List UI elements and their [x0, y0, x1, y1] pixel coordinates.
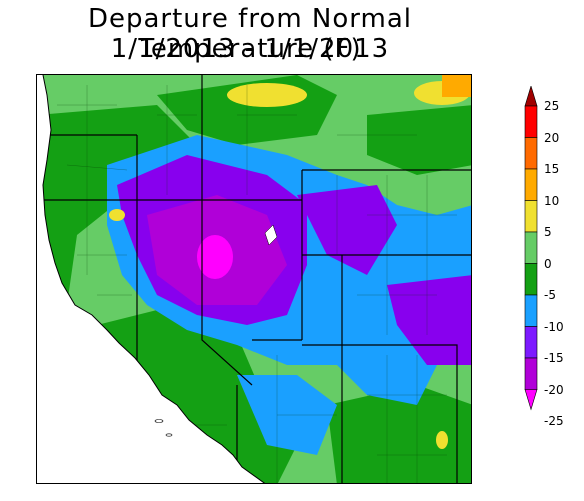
region-purple-colorado: [387, 275, 471, 365]
legend-tick-label: -20: [544, 382, 564, 397]
legend-color-band: [524, 168, 538, 201]
legend-tick-label: -25: [544, 414, 564, 428]
legend-color-band: [524, 357, 538, 390]
temperature-departure-map: [36, 74, 472, 484]
region-magenta-core: [197, 235, 233, 279]
region-yellow-west: [109, 209, 125, 221]
color-legend: 25 20 15 10 5 0 -5 -10 -15 -20 -25: [520, 86, 580, 442]
legend-color-band: [524, 231, 538, 264]
county-borders: [57, 85, 457, 483]
channel-islands: [165, 433, 173, 437]
region-green-southwest: [97, 305, 297, 483]
legend-tick-label: 20: [544, 130, 560, 145]
legend-color-band: [524, 200, 538, 233]
legend-tick-label: 25: [544, 99, 560, 113]
legend-tick-label: -15: [544, 351, 564, 365]
region-yellow-socal: [134, 375, 150, 385]
legend-color-band: [524, 263, 538, 296]
legend-tick-label: -10: [544, 319, 564, 334]
region-orange-northeast: [442, 75, 471, 97]
legend-color-band: [524, 326, 538, 359]
legend-tick-label: 5: [544, 225, 552, 239]
legend-tick-label: 10: [544, 193, 560, 208]
region-yellow-north: [227, 83, 307, 107]
legend-arrow-top: [524, 86, 538, 107]
legend-arrow-bottom: [524, 389, 538, 411]
legend-tick-label: 15: [544, 162, 560, 176]
region-yellow-southeast: [436, 431, 448, 449]
legend-color-band: [524, 294, 538, 327]
region-green-south: [327, 385, 471, 483]
legend-tick-label: 0: [544, 256, 552, 271]
legend-color-band: [524, 105, 538, 138]
map-title: Departure from Normal Temperature (F): [87, 4, 413, 64]
great-salt-lake: [264, 224, 278, 246]
state-borders: [37, 75, 471, 483]
region-green-northeast: [367, 105, 471, 175]
legend-tick-label: -5: [544, 288, 556, 302]
legend-color-band: [524, 137, 538, 170]
legend-color-bar: [524, 86, 538, 411]
coastline: [42, 75, 266, 483]
region-purple-wyoming: [297, 185, 397, 275]
date-range-subtitle: 1/1/2013 - 1/1/2013: [110, 34, 390, 64]
channel-islands: [154, 419, 164, 423]
